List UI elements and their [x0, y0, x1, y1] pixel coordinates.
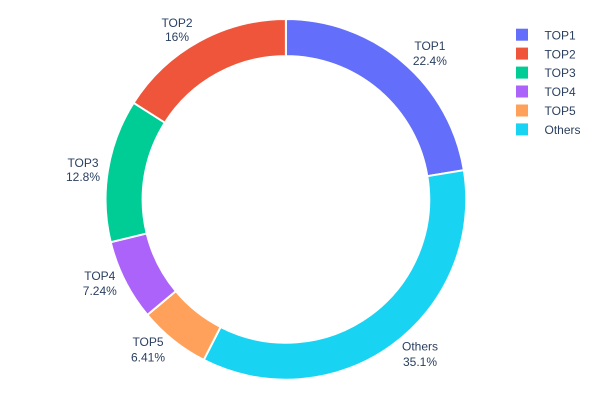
svg-text:Others: Others: [545, 123, 581, 137]
svg-text:35.1%: 35.1%: [403, 355, 437, 369]
svg-text:TOP2: TOP2: [545, 47, 576, 61]
svg-text:12.8%: 12.8%: [66, 170, 100, 184]
svg-text:6.41%: 6.41%: [131, 350, 165, 364]
svg-text:7.24%: 7.24%: [83, 284, 117, 298]
svg-text:TOP3: TOP3: [545, 66, 576, 80]
svg-text:22.4%: 22.4%: [413, 54, 447, 68]
svg-text:TOP5: TOP5: [132, 335, 163, 349]
svg-text:16%: 16%: [165, 30, 189, 44]
svg-text:TOP1: TOP1: [414, 39, 445, 53]
svg-text:Others: Others: [402, 339, 438, 353]
svg-text:TOP4: TOP4: [545, 85, 576, 99]
svg-text:TOP4: TOP4: [84, 269, 115, 283]
svg-text:TOP5: TOP5: [545, 104, 576, 118]
svg-text:TOP2: TOP2: [161, 16, 192, 30]
svg-text:TOP3: TOP3: [67, 156, 98, 170]
svg-text:TOP1: TOP1: [545, 28, 576, 42]
